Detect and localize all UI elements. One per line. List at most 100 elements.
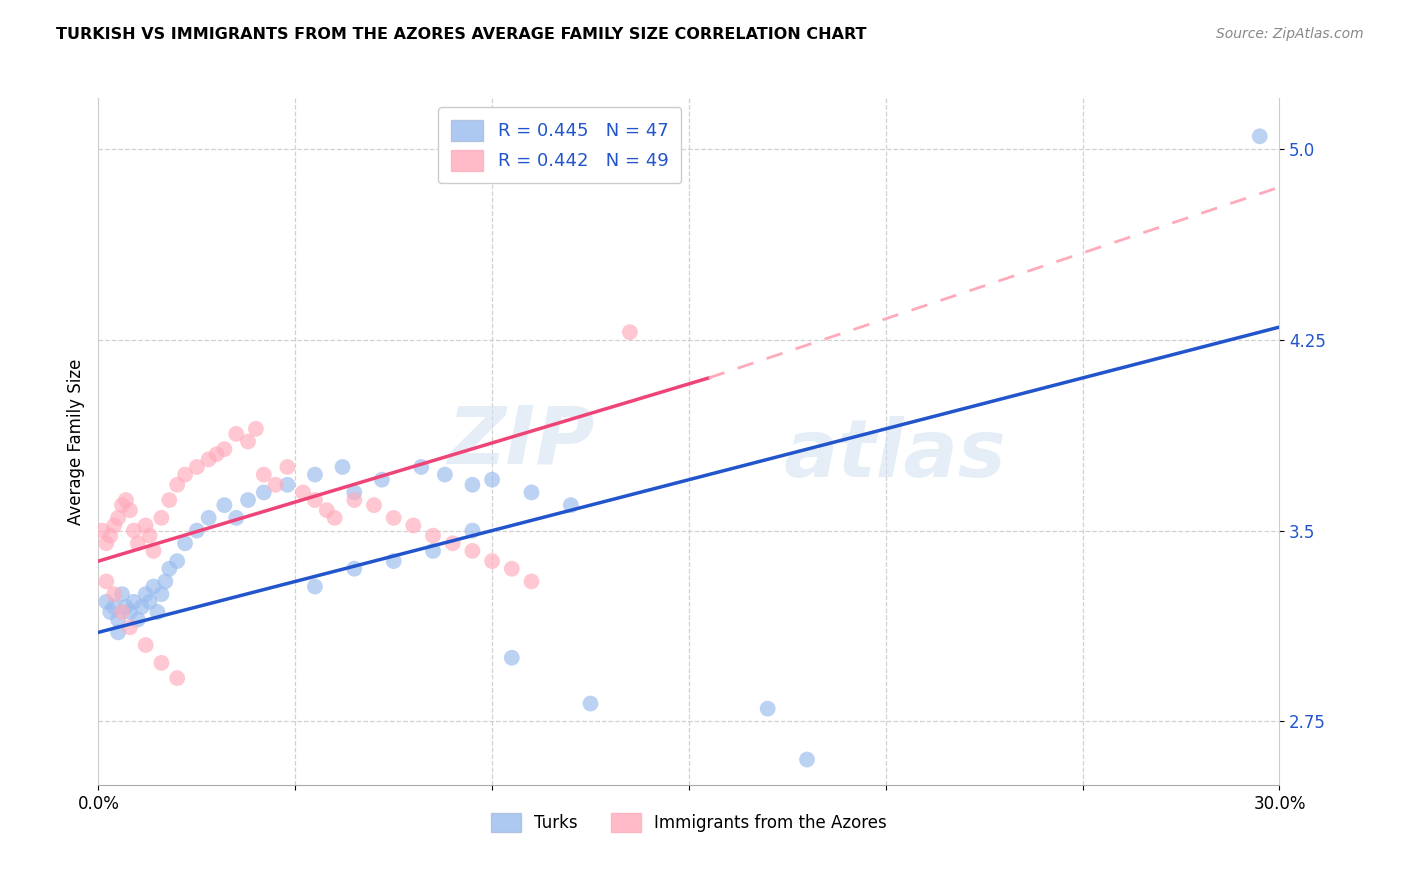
Point (461, 477, 484, 491)
Point (756, 701, 779, 715)
Point (501, 562, 523, 576)
Point (186, 524, 208, 538)
Text: Source: ZipAtlas.com: Source: ZipAtlas.com (1216, 27, 1364, 41)
Point (157, 562, 180, 576)
Point (422, 544, 444, 558)
Point (103, 518, 125, 533)
Point (253, 467, 276, 482)
Point (245, 422, 267, 436)
Point (411, 460, 433, 475)
Point (214, 442, 236, 457)
Point (111, 605, 134, 619)
Point (304, 493, 326, 508)
Point (579, 697, 602, 711)
Point (619, 325, 641, 339)
Point (107, 625, 129, 640)
Point (98, 605, 121, 619)
Point (91, 524, 114, 538)
Point (118, 503, 141, 517)
Point (276, 460, 298, 475)
Point (276, 477, 298, 491)
Point (205, 447, 228, 461)
Point (150, 587, 173, 601)
Point (796, 752, 818, 766)
Point (107, 613, 129, 627)
Point (103, 587, 125, 601)
Point (157, 493, 180, 508)
Point (225, 426, 247, 441)
Point (107, 511, 129, 525)
Point (122, 524, 145, 538)
Point (115, 493, 138, 508)
Point (166, 477, 188, 491)
Point (142, 544, 165, 558)
Point (150, 511, 173, 525)
Point (138, 595, 160, 609)
Point (96, 595, 118, 609)
Point (304, 467, 326, 482)
Point (174, 467, 197, 482)
Point (186, 460, 208, 475)
Point (142, 580, 165, 594)
Point (461, 524, 484, 538)
Text: TURKISH VS IMMIGRANTS FROM THE AZORES AVERAGE FAMILY SIZE CORRELATION CHART: TURKISH VS IMMIGRANTS FROM THE AZORES AV… (56, 27, 866, 42)
Point (422, 529, 444, 543)
Point (382, 511, 405, 525)
Point (461, 544, 484, 558)
Point (96, 574, 118, 589)
Point (343, 493, 366, 508)
Point (166, 554, 188, 568)
Point (118, 605, 141, 619)
Point (155, 574, 177, 589)
Text: atlas: atlas (783, 417, 1007, 494)
Point (520, 574, 543, 589)
Point (560, 498, 582, 512)
Point (253, 485, 276, 500)
Point (111, 587, 134, 601)
Point (501, 650, 523, 665)
Point (135, 638, 157, 652)
Point (382, 554, 405, 568)
Point (315, 503, 337, 517)
Point (343, 562, 366, 576)
Legend: Turks, Immigrants from the Azores: Turks, Immigrants from the Azores (484, 805, 894, 838)
Point (122, 595, 145, 609)
Point (481, 473, 503, 487)
Point (332, 460, 354, 475)
Point (103, 599, 125, 614)
Point (343, 485, 366, 500)
Point (115, 599, 138, 614)
Point (166, 671, 188, 685)
Point (520, 485, 543, 500)
Point (225, 511, 247, 525)
Point (264, 477, 287, 491)
Point (292, 485, 315, 500)
Point (135, 587, 157, 601)
Point (197, 452, 219, 467)
Point (138, 529, 160, 543)
Point (371, 473, 394, 487)
Point (135, 518, 157, 533)
Point (174, 536, 197, 550)
Point (236, 493, 259, 508)
Point (118, 620, 141, 634)
Point (146, 605, 169, 619)
Point (98, 529, 121, 543)
Y-axis label: Average Family Size: Average Family Size (66, 359, 84, 524)
Point (363, 498, 385, 512)
Point (304, 580, 326, 594)
Text: ZIP: ZIP (447, 402, 595, 481)
Point (111, 498, 134, 512)
Point (323, 511, 346, 525)
Point (481, 554, 503, 568)
Point (236, 434, 259, 449)
Point (402, 518, 425, 533)
Point (433, 467, 456, 482)
Point (214, 498, 236, 512)
Point (441, 536, 464, 550)
Point (127, 613, 149, 627)
Point (96, 536, 118, 550)
Point (1249, 129, 1271, 144)
Point (197, 511, 219, 525)
Point (131, 599, 153, 614)
